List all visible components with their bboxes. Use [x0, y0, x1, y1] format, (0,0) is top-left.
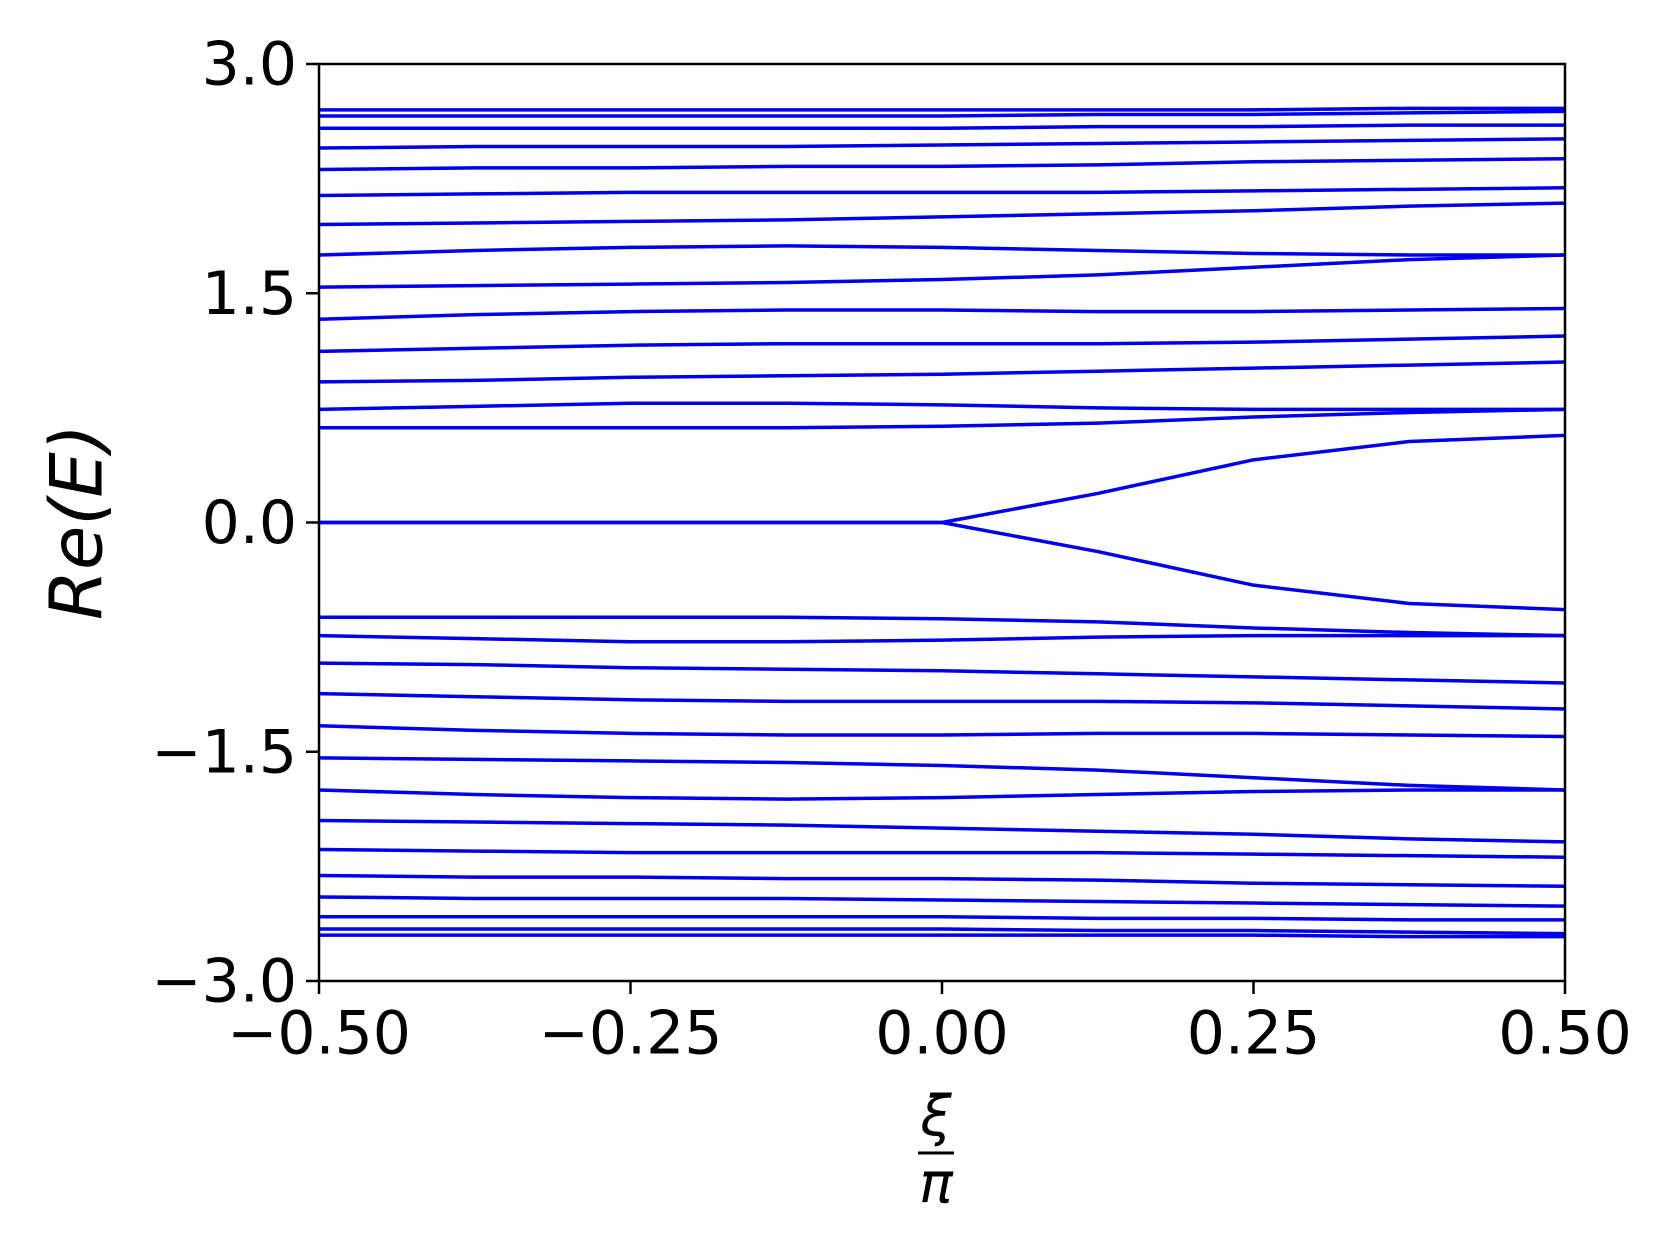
y-axis-label: Re(E) — [35, 424, 119, 620]
x-axis-label-numerator: ξ — [919, 1084, 952, 1149]
data-line — [318, 756, 1566, 792]
y-tick-label: 3.0 — [202, 30, 297, 100]
x-tick-label: 0.00 — [875, 999, 1009, 1069]
y-tick-label: 0.0 — [202, 488, 297, 558]
data-line — [318, 360, 1566, 384]
data-line — [318, 401, 1565, 412]
data-line — [318, 253, 1566, 289]
y-tick-label: −1.5 — [151, 717, 297, 787]
x-tick-label: −0.25 — [539, 999, 723, 1069]
data-line — [319, 407, 1566, 430]
data-line — [318, 201, 1566, 227]
data-line — [318, 724, 1566, 739]
data-line — [318, 137, 1566, 150]
data-line — [319, 123, 1565, 130]
data-line — [319, 109, 1566, 118]
data-line — [318, 157, 1566, 172]
data-line — [318, 847, 1566, 859]
data-line — [318, 244, 1565, 257]
data-line — [318, 818, 1566, 844]
data-line — [318, 633, 1565, 644]
data-line — [318, 895, 1566, 908]
x-tick-label: −0.50 — [227, 999, 411, 1069]
data-line — [319, 915, 1565, 922]
data-line — [318, 691, 1566, 711]
data-line — [318, 788, 1565, 801]
data-line — [318, 334, 1566, 354]
x-tick-label: 0.25 — [1187, 999, 1321, 1069]
data-line — [318, 306, 1566, 321]
data-line — [318, 661, 1566, 685]
data-line — [318, 873, 1566, 888]
data-line — [318, 186, 1566, 198]
x-tick-label: 0.50 — [1498, 999, 1632, 1069]
y-tick-label: −3.0 — [151, 947, 297, 1017]
data-line — [319, 615, 1566, 638]
y-tick-label: 1.5 — [202, 259, 297, 329]
data-line — [319, 927, 1566, 936]
data-line — [319, 520, 1566, 612]
data-line — [319, 933, 1565, 939]
data-line — [319, 106, 1565, 112]
x-axis-label-denominator: π — [919, 1151, 954, 1216]
